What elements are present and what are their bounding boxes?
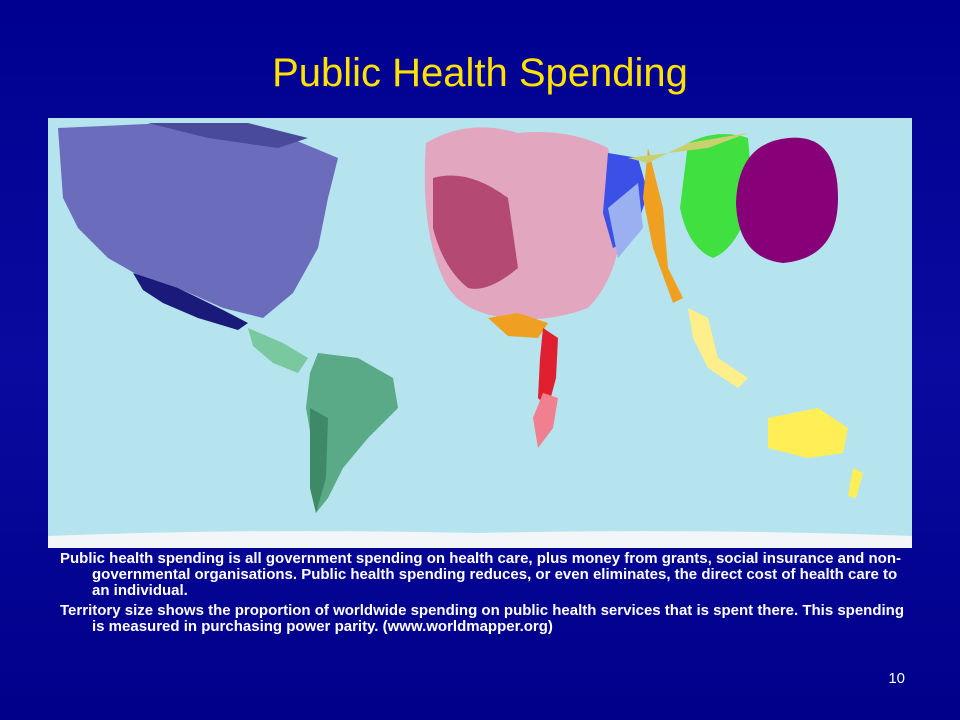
europe-west (433, 175, 518, 289)
mexico (133, 273, 248, 330)
china (680, 134, 753, 258)
description: Public health spending is all government… (60, 551, 905, 639)
south-america-west (310, 408, 328, 513)
north-america (58, 123, 338, 318)
paragraph: Public health spending is all government… (60, 550, 901, 599)
central-america (248, 328, 308, 373)
canada-north (148, 123, 308, 148)
slide-title: Public Health Spending (272, 51, 688, 95)
central-africa (538, 328, 558, 408)
north-africa (488, 313, 548, 338)
new-zealand (848, 468, 863, 498)
middle-east (628, 133, 748, 163)
southern-africa (533, 393, 558, 448)
japan (736, 137, 838, 263)
cartogram-map (48, 118, 912, 548)
paragraph: Territory size shows the proportion of w… (60, 602, 904, 635)
antarctica (48, 531, 912, 548)
southeast-asia (688, 308, 748, 388)
central-asia (608, 183, 643, 258)
page-number: 10 (888, 670, 905, 687)
india (643, 148, 683, 303)
south-america (306, 353, 398, 513)
australia (768, 408, 848, 458)
